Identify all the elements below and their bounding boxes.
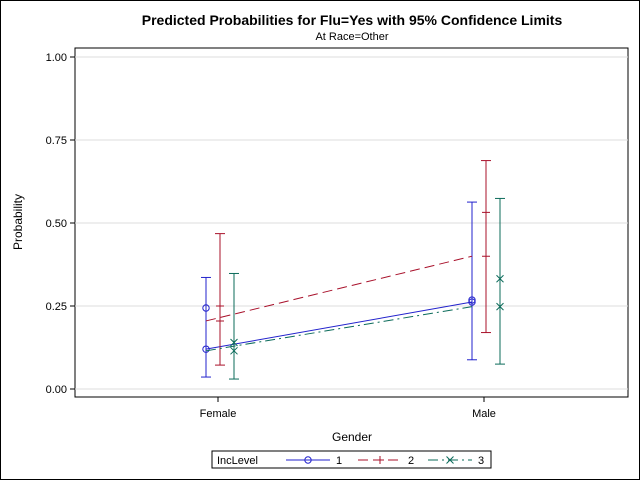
legend-label-2: 2 [408,455,414,467]
predicted-marker [468,298,476,306]
legend-label-3: 3 [478,455,484,467]
predicted-marker [202,345,210,353]
data-point-marker [496,274,504,283]
y-tick-label: 1.00 [46,52,67,64]
x-axis: Female Male [200,397,496,420]
x-tick-label: Female [200,408,237,420]
legend-marker-2 [376,456,384,464]
chart-subtitle: At Race=Other [315,31,388,43]
series-line [205,255,473,322]
y-axis: 0.00 0.25 0.50 0.75 1.00 [46,52,75,396]
legend: IncLevel 1 2 3 [211,450,492,469]
series-layer [201,160,505,380]
predicted-marker [496,302,504,311]
series-line [205,301,473,350]
y-axis-label: Probability [11,194,25,250]
legend-marker-1 [304,456,312,464]
data-point-marker [230,338,238,347]
data-point-marker [468,296,476,304]
legend-box [211,450,492,469]
predicted-marker [230,346,238,355]
y-tick-label: 0.75 [46,135,67,147]
gridlines [75,56,628,390]
legend-title: IncLevel [217,455,258,467]
x-tick-label: Male [472,408,496,420]
legend-label-1: 1 [336,455,342,467]
legend-marker-3 [446,456,454,464]
y-tick-label: 0.25 [46,301,67,313]
series-1 [201,201,477,378]
series-line [205,306,473,352]
series-3 [205,197,505,380]
chart-title: Predicted Probabilities for Flu=Yes with… [142,12,563,28]
data-point-marker [202,304,210,312]
y-tick-label: 0.00 [46,384,67,396]
x-axis-label: Gender [332,430,372,444]
series-2 [205,160,491,366]
predicted-marker [216,316,224,325]
y-tick-label: 0.50 [46,218,67,230]
predicted-marker [482,252,490,261]
data-point-marker [216,302,224,310]
data-point-marker [482,208,490,217]
